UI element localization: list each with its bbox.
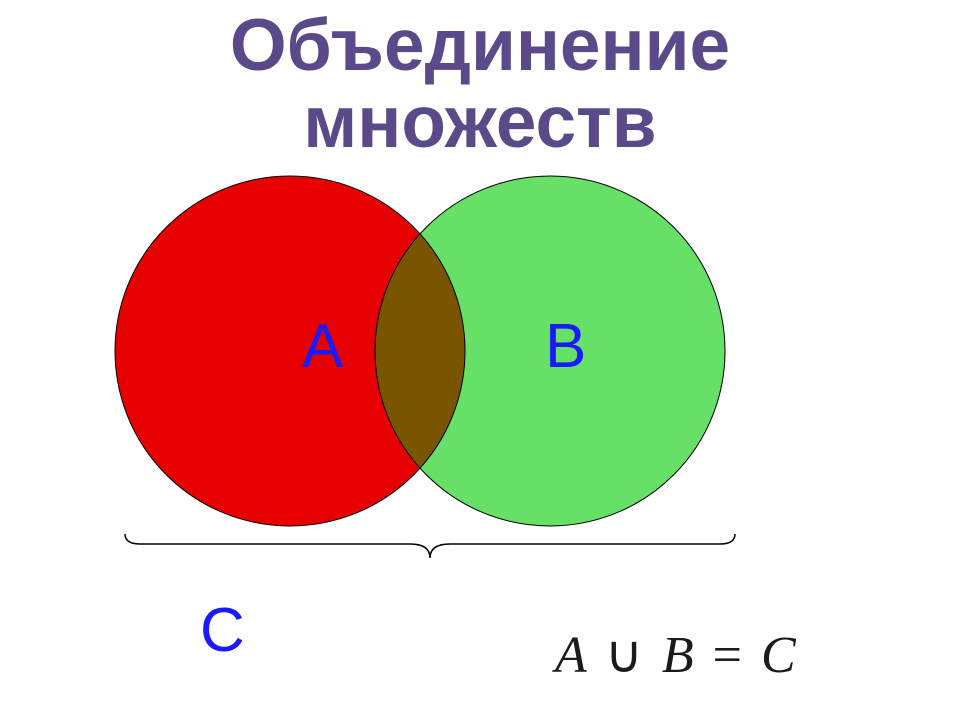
equals-symbol: =: [707, 627, 748, 684]
formula-b: B: [662, 627, 694, 684]
venn-diagram: A B: [0, 171, 960, 531]
venn-svg: [0, 171, 960, 571]
formula-c: C: [761, 627, 796, 684]
brace-icon: [120, 532, 740, 562]
curly-brace: [120, 532, 740, 562]
label-c: C: [200, 595, 245, 666]
label-a: A: [302, 311, 343, 382]
diagram-title: Объединение множеств: [0, 0, 960, 161]
formula-a: A: [555, 627, 586, 684]
label-b: B: [545, 311, 586, 382]
union-symbol: ∪: [599, 627, 649, 684]
title-line2: множеств: [303, 82, 656, 163]
union-formula: A ∪ B = C: [555, 625, 796, 685]
title-line1: Объединение: [230, 5, 730, 86]
